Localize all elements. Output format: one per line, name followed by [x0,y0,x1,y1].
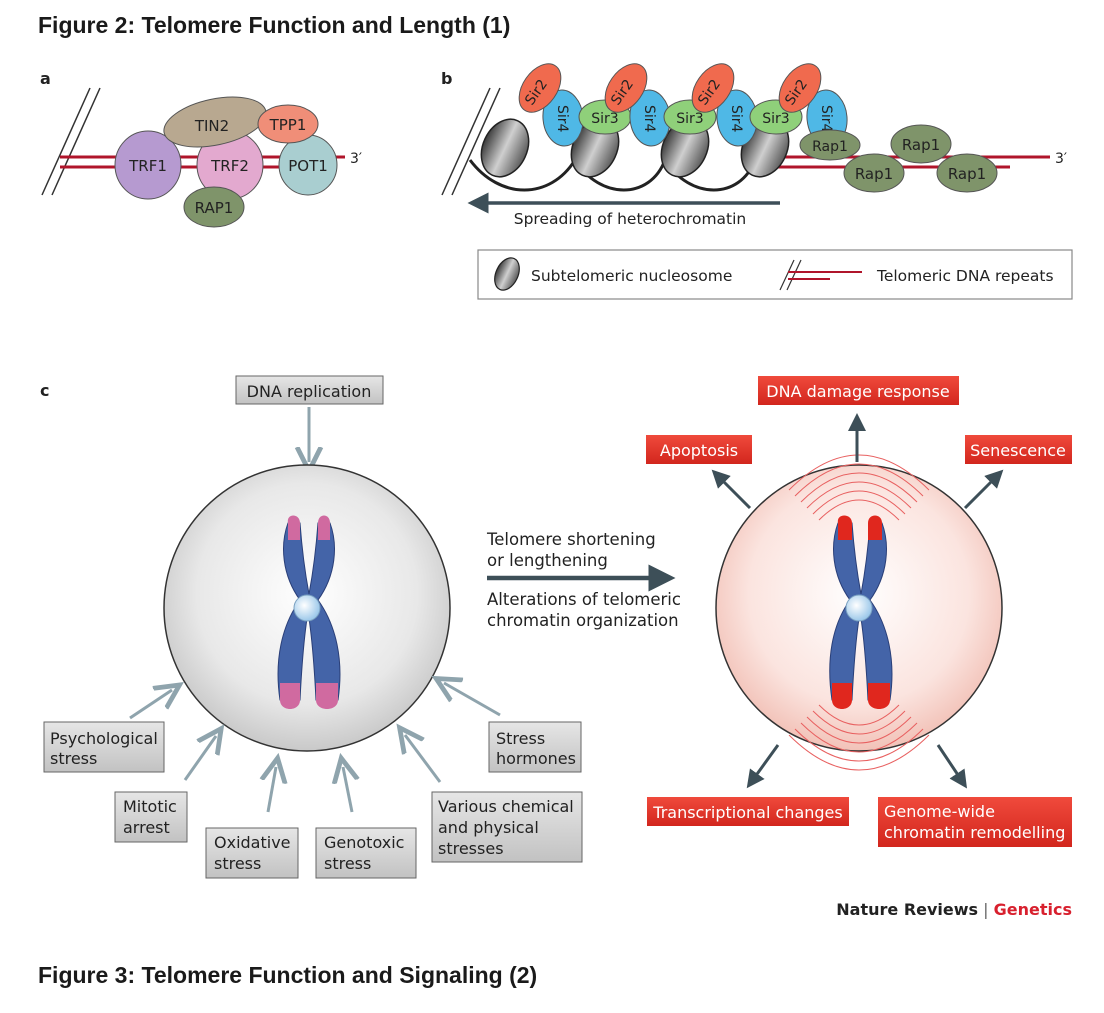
dna-replication-label: DNA replication [247,382,372,401]
panel-c: c DNA replication Psychological stress M… [40,376,1072,878]
stress-hormones-label-1: Stress [496,729,545,748]
sir3-label: Sir3 [762,111,789,127]
telomere-cap [316,683,338,709]
journal-name: Nature Reviews [836,900,978,919]
telomere-cap [318,516,330,541]
panel-b: b 3′ Sir4 Sir3 Sir2 Sir4 Sir3 [441,56,1072,299]
panel-c-letter: c [40,381,49,400]
telomere-cap [288,516,300,541]
dna-damage-response-label: DNA damage response [766,382,949,401]
genome-remodelling-label-2: chromatin remodelling [884,823,1065,842]
pot1-label: POT1 [288,157,328,175]
telomere-cap [280,683,300,709]
psychological-stress-label-2: stress [50,749,97,768]
sir4-label: Sir4 [818,105,834,133]
transcriptional-changes-label: Transcriptional changes [652,803,842,822]
damaged-telomere-cap [868,516,882,541]
break-mark [442,88,490,195]
genome-arrow [938,745,962,781]
rap1-label: Rap1 [948,165,986,183]
journal-section: Genetics [994,900,1072,919]
oxidative-stress-label-2: stress [214,854,261,873]
centromere [846,595,872,621]
genome-remodelling-label-1: Genome-wide [884,802,995,821]
legend-nucleosome-label: Subtelomeric nucleosome [531,267,732,285]
transcriptional-arrow [752,745,778,781]
damaged-telomere-cap [838,516,852,541]
tpp1-label: TPP1 [269,116,307,134]
chemical-arrow [405,735,440,782]
stress-hormones-label-2: hormones [496,749,576,768]
oxidative-stress-label-1: Oxidative [214,833,291,852]
panel-a: a 3′ TRF1 TRF2 POT1 TIN2 TPP1 RAP1 [40,69,362,227]
apoptosis-label: Apoptosis [660,441,738,460]
shortening-label-1: Telomere shortening [486,530,656,549]
rap1-label: RAP1 [195,199,234,217]
panel-a-letter: a [40,69,51,88]
rap1-label: Rap1 [902,136,940,154]
alterations-label-1: Alterations of telomeric [487,590,681,609]
panel-b-letter: b [441,69,452,88]
apoptosis-arrow [718,476,750,508]
panel-a-3prime-label: 3′ [350,151,362,167]
mitotic-arrest-label-1: Mitotic [123,797,177,816]
damaged-telomere-cap [832,683,852,709]
senescence-arrow [965,476,997,508]
rap1-label: Rap1 [812,139,848,155]
mitotic-arrest-label-2: arrest [123,818,170,837]
break-mark [52,88,100,195]
tin2-label: TIN2 [194,117,229,135]
shortening-label-2: or lengthening [487,551,608,570]
genotoxic-arrow [343,767,352,812]
rap1-label: Rap1 [855,165,893,183]
sir3-label: Sir3 [591,111,618,127]
figure3-title: Figure 3: Telomere Function and Signalin… [38,962,537,989]
senescence-label: Senescence [970,441,1066,460]
chemical-stress-label-3: stresses [438,839,504,858]
sir4-label: Sir4 [728,105,744,133]
alterations-label-2: chromatin organization [487,611,679,630]
damaged-telomere-cap [868,683,890,709]
chemical-stress-label-2: and physical [438,818,539,837]
oxidative-arrow [268,767,276,812]
mitotic-arrow [185,736,216,780]
legend-repeats-label: Telomeric DNA repeats [876,267,1054,285]
psychological-arrow [130,690,172,718]
sir4-label: Sir4 [641,105,657,133]
trf1-label: TRF1 [128,157,167,175]
panel-b-3prime-label: 3′ [1055,151,1067,167]
journal-credit: Nature Reviews | Genetics [836,900,1072,919]
centromere [294,595,320,621]
trf2-label: TRF2 [210,157,249,175]
genotoxic-stress-label-2: stress [324,854,371,873]
genotoxic-stress-label-1: Genotoxic [324,833,404,852]
hormones-arrow [444,683,500,715]
psychological-stress-label-1: Psychological [50,729,158,748]
spreading-label: Spreading of heterochromatin [514,210,747,228]
sir4-label: Sir4 [554,105,570,133]
break-mark [42,88,90,195]
chemical-stress-label-1: Various chemical [438,797,574,816]
credit-separator: | [978,900,994,919]
sir3-label: Sir3 [676,111,703,127]
